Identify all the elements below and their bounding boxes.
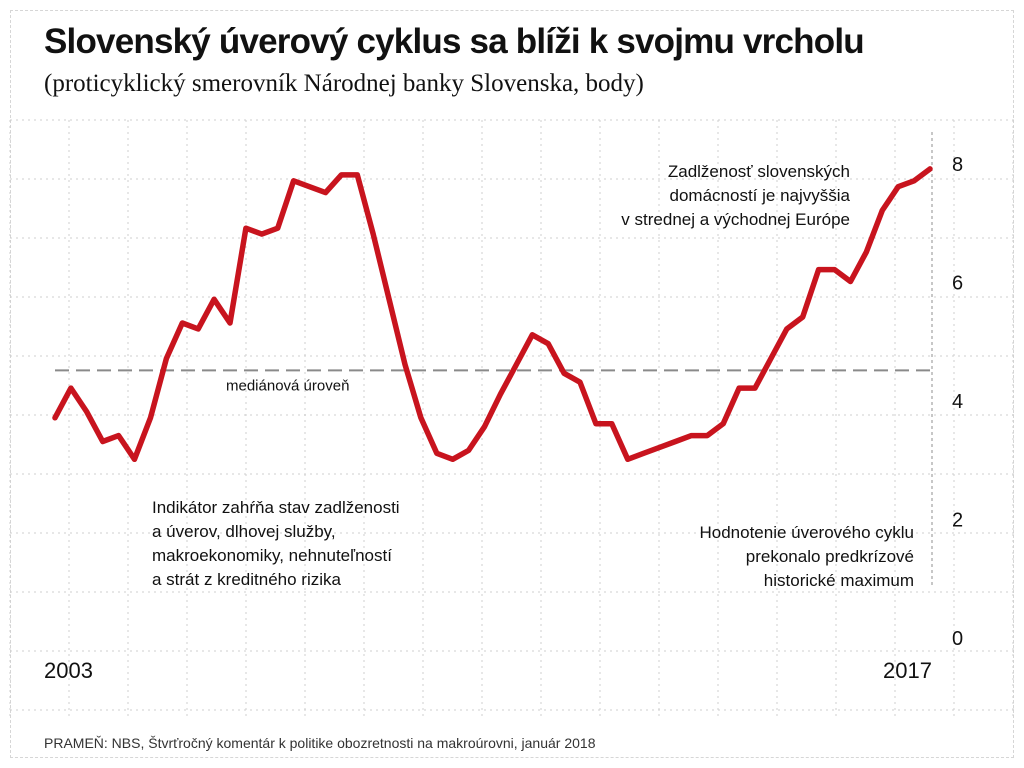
annotation-top-right-line: domácností je najvyššia	[670, 186, 851, 205]
series-line	[52, 166, 933, 463]
median-label: mediánová úroveň	[226, 377, 349, 394]
y-tick-label: 4	[952, 391, 963, 413]
annotation-bottom-right-line: prekonalo predkrízové	[746, 547, 914, 566]
chart-title: Slovenský úverový cyklus sa blíži k svoj…	[44, 22, 865, 61]
annotation-top-right-line: v strednej a východnej Európe	[621, 210, 850, 229]
annotation-bottom-left-line: a úverov, dlhovej služby,	[152, 522, 336, 541]
annotation-bottom-left-line: makroekonomiky, nehnuteľností	[152, 546, 392, 565]
y-tick-label: 0	[952, 628, 963, 650]
annotation-bottom-left-line: a strát z kreditného rizika	[152, 570, 342, 589]
annotation-bottom-left-line: Indikátor zahŕňa stav zadlženosti	[152, 498, 400, 517]
y-tick-label: 2	[952, 510, 963, 532]
annotation-bottom-right-line: historické maximum	[764, 571, 914, 590]
annotation-bottom-right-line: Hodnotenie úverového cyklu	[699, 523, 914, 542]
source-note: PRAMEŇ: NBS, Štvrťročný komentár k polit…	[44, 735, 596, 751]
chart-subtitle: (proticyklický smerovník Národnej banky …	[44, 70, 644, 97]
annotation-top-right-line: Zadlženosť slovenských	[668, 162, 850, 181]
y-tick-label: 6	[952, 273, 963, 295]
x-tick-label-start: 2003	[44, 658, 93, 683]
x-tick-label-end: 2017	[883, 658, 932, 683]
y-tick-label: 8	[952, 154, 963, 176]
